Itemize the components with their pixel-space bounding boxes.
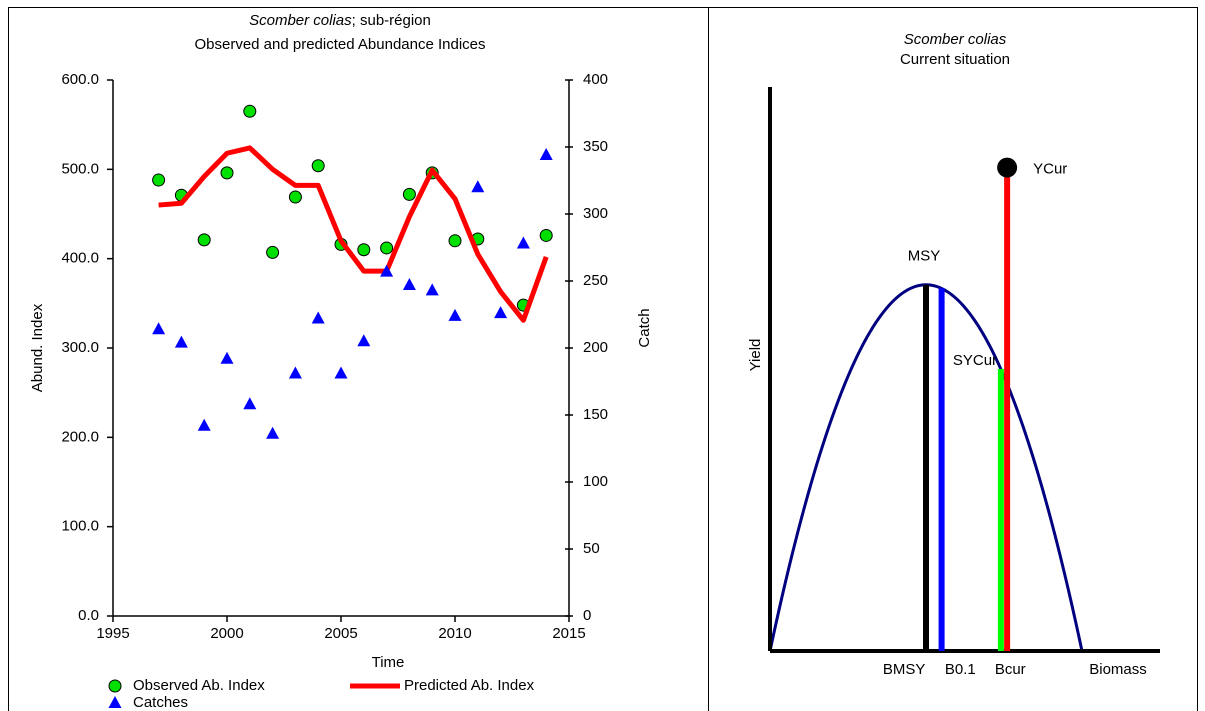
catch-point [174, 335, 188, 348]
x-tick-label: 2005 [324, 625, 357, 642]
legend-label: Observed Ab. Index [133, 677, 265, 694]
catch-point [311, 311, 325, 324]
point-label: SYCur [953, 352, 997, 369]
catch-point [334, 366, 348, 379]
y2-tick-label: 200 [583, 339, 608, 356]
observed-point [539, 228, 553, 242]
y-tick-label: 600.0 [61, 71, 99, 88]
y2-tick-label: 50 [583, 540, 600, 557]
catch-point [243, 397, 257, 410]
observed-point [380, 241, 394, 255]
y2-tick-label: 150 [583, 406, 608, 423]
x-marker-label: B0.1 [945, 661, 976, 678]
chart-title: Scomber colias [904, 31, 1007, 48]
catch-point [220, 351, 234, 364]
observed-point [152, 173, 166, 187]
y-tick-label: 500.0 [61, 160, 99, 177]
observed-point [288, 190, 302, 204]
point-label: YCur [1033, 161, 1067, 178]
observed-point [357, 243, 371, 257]
catch-point [380, 264, 394, 277]
x-tick-label: 2000 [210, 625, 243, 642]
y-axis-label: Abund. Index [29, 303, 46, 392]
catch-point [266, 426, 280, 439]
current-point [997, 157, 1018, 178]
catch-point [402, 278, 416, 291]
legend-label: Predicted Ab. Index [404, 677, 535, 694]
catch-point [197, 418, 211, 431]
catch-point [357, 334, 371, 347]
y2-tick-label: 0 [583, 607, 591, 624]
x-tick-label: 1995 [96, 625, 129, 642]
catch-point [539, 148, 553, 161]
catch-point [425, 283, 439, 296]
chart-title: Scomber colias; sub-région [249, 12, 431, 29]
y-tick-label: 300.0 [61, 339, 99, 356]
y2-axis-label: Catch [636, 308, 653, 347]
catch-point [471, 180, 485, 193]
x-axis-label: Biomass [1089, 661, 1147, 678]
y-tick-label: 400.0 [61, 250, 99, 267]
catch-point [288, 366, 302, 379]
observed-point [243, 104, 257, 118]
title-rest: ; sub-région [352, 12, 431, 29]
x-tick-label: 2010 [438, 625, 471, 642]
y2-tick-label: 250 [583, 272, 608, 289]
title-species: Scomber colias [249, 12, 352, 29]
frame [8, 7, 1198, 711]
y-tick-label: 0.0 [78, 607, 99, 624]
point-label: MSY [908, 248, 941, 265]
observed-point [311, 159, 325, 173]
x-tick-label: 2015 [552, 625, 585, 642]
y-tick-label: 100.0 [61, 518, 99, 535]
catch-point [152, 322, 166, 335]
x-marker-label: Bcur [995, 661, 1026, 678]
title-species: Scomber colias [904, 31, 1007, 48]
catch-point [494, 306, 508, 319]
production-curve [768, 283, 1084, 652]
predicted-line [158, 145, 549, 323]
observed-point [220, 166, 234, 180]
legend-swatch [108, 696, 122, 708]
x-marker-label: BMSY [883, 661, 926, 678]
legend-label: Catches [133, 694, 188, 711]
catch-point [516, 236, 530, 249]
y-tick-label: 200.0 [61, 428, 99, 445]
chart-subtitle: Current situation [900, 51, 1010, 68]
legend-swatch [108, 679, 122, 693]
observed-point [448, 234, 462, 248]
chart-subtitle: Observed and predicted Abundance Indices [194, 36, 485, 53]
observed-point [266, 245, 280, 259]
y2-tick-label: 300 [583, 205, 608, 222]
observed-point [402, 187, 416, 201]
y-axis-label: Yield [747, 339, 764, 372]
y2-tick-label: 400 [583, 71, 608, 88]
catch-point [448, 308, 462, 321]
observed-point [197, 233, 211, 247]
y2-tick-label: 100 [583, 473, 608, 490]
y2-tick-label: 350 [583, 138, 608, 155]
x-axis-label: Time [372, 654, 405, 671]
